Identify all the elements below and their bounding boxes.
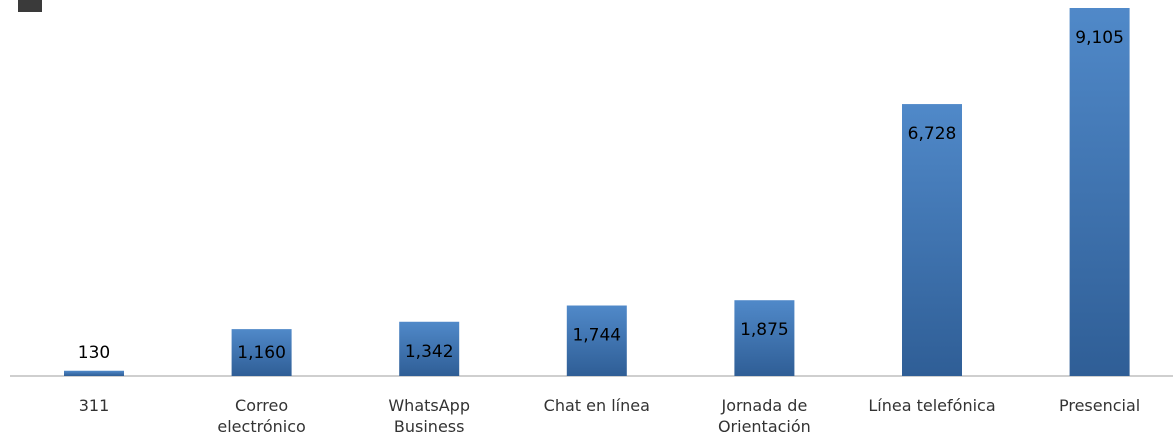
bar	[231, 329, 292, 376]
value-label: 130	[78, 343, 110, 363]
x-tick-label: Presencial	[1058, 396, 1141, 415]
bar	[399, 321, 460, 376]
corner-block	[18, 0, 42, 12]
bar	[734, 300, 795, 376]
bar	[64, 370, 124, 376]
x-tick-label: Jornada de Orientación	[717, 396, 811, 436]
value-label: 1,744	[572, 326, 621, 346]
value-label: 1,342	[405, 342, 454, 362]
bar	[566, 305, 627, 376]
value-label: 6,728	[908, 124, 957, 144]
bar	[902, 104, 962, 376]
bar	[1069, 8, 1130, 376]
value-label: 1,160	[237, 343, 286, 363]
x-tick-label: Chat en línea	[543, 396, 650, 415]
x-tick-label: Correo electrónico	[217, 396, 306, 436]
value-label: 1,875	[740, 320, 789, 340]
value-label: 9,105	[1075, 28, 1124, 48]
x-tick-label: Línea telefónica	[868, 396, 996, 415]
x-tick-label: 311	[78, 396, 110, 415]
x-tick-label: WhatsApp Business	[388, 396, 470, 436]
